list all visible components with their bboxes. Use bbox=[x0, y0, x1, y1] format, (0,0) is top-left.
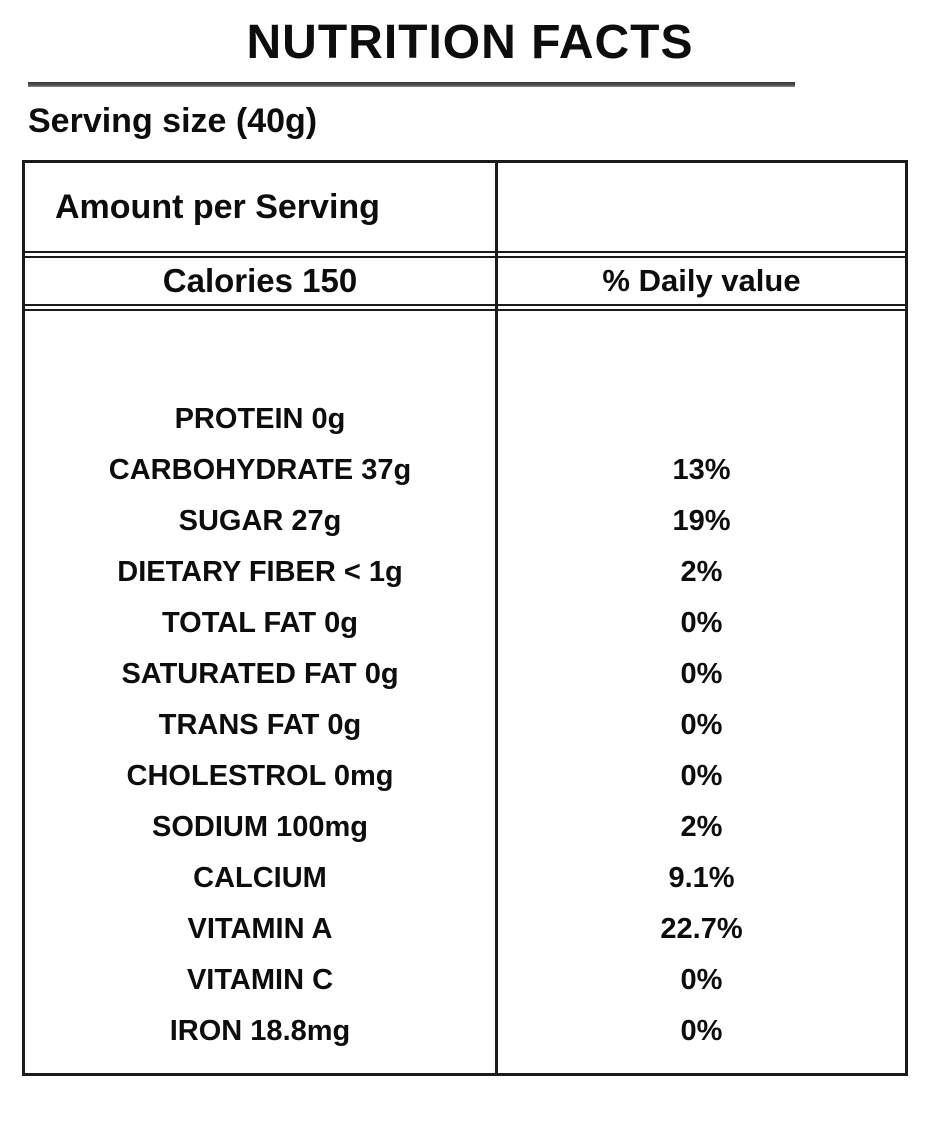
nutrient-label: IRON 18.8mg bbox=[169, 1015, 351, 1047]
nutrient-label: TRANS FAT 0g bbox=[158, 709, 362, 741]
row-separator-bottom bbox=[25, 304, 905, 311]
nutrient-label: SUGAR 27g bbox=[178, 505, 342, 537]
nutrient-label: CALCIUM bbox=[193, 862, 327, 894]
nutrient-value: 0% bbox=[680, 658, 723, 690]
amount-header-empty-cell bbox=[498, 163, 905, 251]
nutrient-label: SODIUM 100mg bbox=[152, 811, 368, 843]
nutrient-label: VITAMIN A bbox=[187, 913, 333, 945]
nutrient-value: 9.1% bbox=[668, 862, 735, 894]
nutrient-value: 0% bbox=[680, 964, 723, 996]
nutrient-values-column: 13% 19% 2% 0% 0% 0% 0% 2% 9.1% 22.7% 0% 0% bbox=[498, 311, 905, 1073]
nutrients-body: PROTEIN 0g CARBOHYDRATE 37g SUGAR 27g DIETA… bbox=[25, 311, 905, 1073]
calories-row: Calories 150 % Daily value bbox=[25, 258, 905, 304]
nutrient-value: 0% bbox=[680, 607, 723, 639]
nutrient-value: 2% bbox=[680, 556, 723, 588]
amount-per-serving-label: Amount per Serving bbox=[25, 163, 498, 251]
nutrient-label: VITAMIN C bbox=[186, 964, 334, 996]
nutrient-labels-column: PROTEIN 0g CARBOHYDRATE 37g SUGAR 27g DIETA… bbox=[25, 311, 498, 1073]
nutrient-label: CARBOHYDRATE 37g bbox=[108, 454, 412, 486]
amount-per-serving-row: Amount per Serving bbox=[25, 163, 905, 251]
title-underline-rule bbox=[28, 82, 795, 87]
nutrient-label: TOTAL FAT 0g bbox=[161, 607, 359, 639]
serving-size-text: Serving size (40g) bbox=[28, 102, 318, 140]
row-separator-top bbox=[25, 251, 905, 258]
nutrition-table: Amount per Serving Calories 150 % Daily … bbox=[22, 160, 908, 1076]
nutrient-value: 0% bbox=[680, 1015, 723, 1047]
nutrient-value: 0% bbox=[680, 709, 723, 741]
nutrient-value: 19% bbox=[672, 505, 731, 537]
nutrient-label: PROTEIN 0g bbox=[174, 403, 346, 435]
nutrient-value: 22.7% bbox=[660, 913, 743, 945]
nutrient-label: SATURATED FAT 0g bbox=[121, 658, 399, 690]
nutrient-value: 13% bbox=[672, 454, 731, 486]
nutrient-label: CHOLESTROL 0mg bbox=[126, 760, 394, 792]
daily-value-header: % Daily value bbox=[602, 263, 801, 298]
nutrient-label: DIETARY FIBER < 1g bbox=[117, 556, 403, 588]
nutrient-value bbox=[498, 394, 905, 445]
calories-label: Calories 150 bbox=[25, 258, 498, 304]
nutrient-value: 2% bbox=[680, 811, 723, 843]
page-title: NUTRITION FACTS bbox=[246, 16, 694, 69]
nutrient-value: 0% bbox=[680, 760, 723, 792]
